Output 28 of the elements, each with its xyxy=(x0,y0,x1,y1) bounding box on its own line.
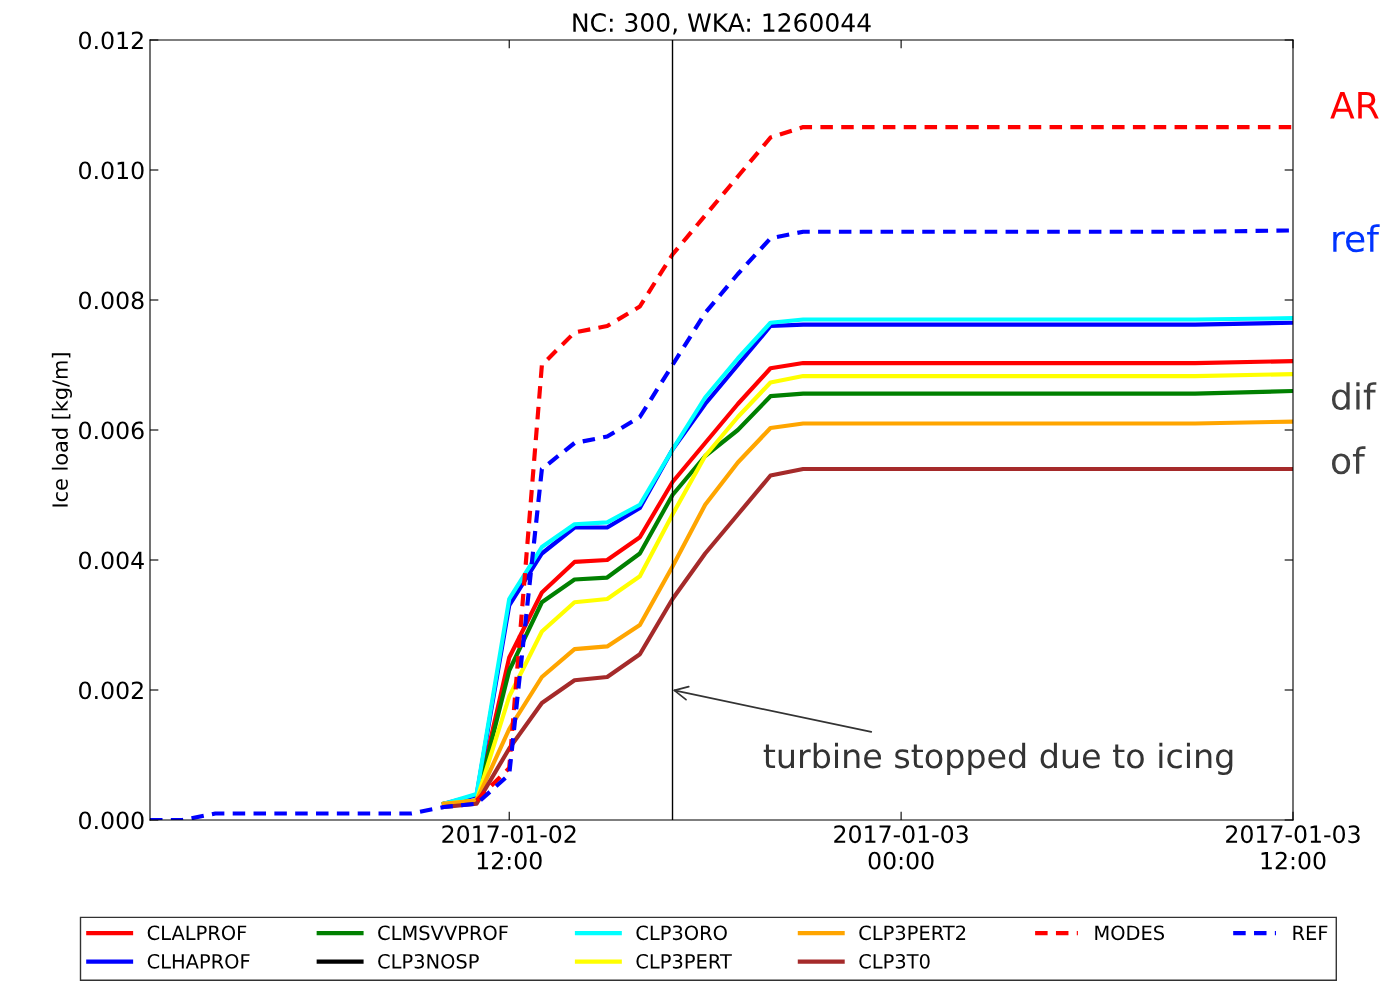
legend-label: CLALPROF xyxy=(147,925,247,941)
chart-title: NC: 300, WKA: 1260044 xyxy=(573,13,871,35)
legend-label: MODES xyxy=(1095,925,1165,941)
y-tick-label: 0.004 xyxy=(79,551,144,570)
x-tick-label: 2017-01-03 12:00 xyxy=(1226,825,1360,870)
y-axis-title: Ice load [kg/m] xyxy=(51,353,72,507)
y-tick-label: 0.000 xyxy=(79,811,144,830)
x-tick-label: 2017-01-03 00:00 xyxy=(834,825,968,870)
legend-label: REF xyxy=(1293,925,1328,940)
y-tick-label: 0.008 xyxy=(79,291,144,310)
text: dif xyxy=(1331,382,1377,411)
legend-label: CLP3PERT xyxy=(636,953,732,969)
annotation: turbine stopped due to icing xyxy=(763,742,1233,775)
line-series xyxy=(474,125,1293,803)
legend-label: CLP3PERT2 xyxy=(859,925,966,941)
legend-label: CLP3NOSP xyxy=(378,953,479,969)
text: of xyxy=(1331,446,1366,475)
y-tick-label: 0.002 xyxy=(79,681,143,700)
legend-label: CLMSVVPROF xyxy=(378,925,508,941)
y-tick-label: 0.012 xyxy=(79,31,143,50)
text: AR xyxy=(1330,92,1379,119)
legend-label: CLP3T0 xyxy=(859,953,930,969)
legend-label: CLHAPROF xyxy=(147,953,250,969)
y-tick-label: 0.006 xyxy=(79,421,144,440)
y-tick-label: 0.010 xyxy=(79,161,144,180)
x-tick-label: 2017-01-02 12:00 xyxy=(442,825,576,870)
legend-label: CLP3ORO xyxy=(636,925,727,941)
text: ref xyxy=(1333,224,1380,253)
